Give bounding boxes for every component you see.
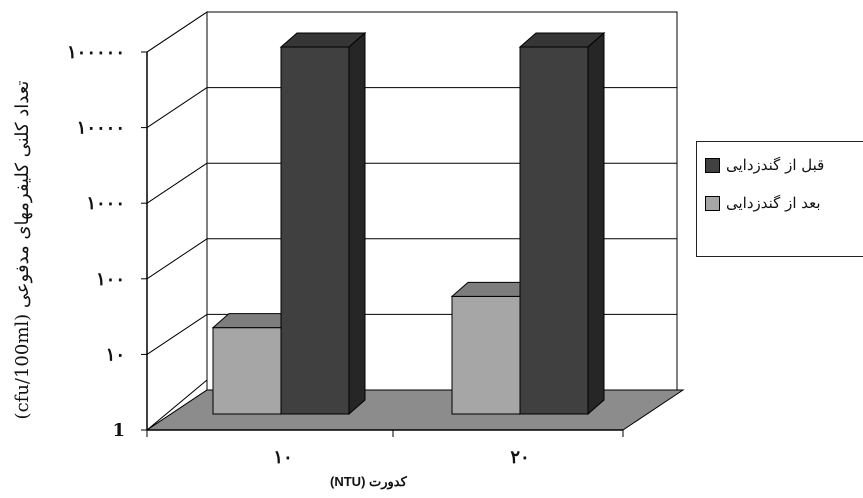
x-tick-label: ۲۰ [510, 447, 529, 468]
y-tick-label: ۱۰۰۰۰ [77, 118, 125, 139]
y-tick-label: ۱۰۰۰۰۰ [67, 42, 125, 63]
chart-bars [211, 31, 606, 416]
gridline-side [146, 87, 208, 129]
legend-item-before: قبل از گندزدایی [705, 156, 824, 174]
gridline-side [146, 11, 208, 53]
legend-label-after: بعد از گندزدایی [726, 194, 821, 212]
y-tick-label: ۱۰۰۰ [86, 193, 125, 214]
y-axis-label: تعداد کلنی کلیفرمهای مدفوعی (cfu/100ml) [12, 80, 33, 420]
side-wall [146, 11, 208, 432]
gridline-side [146, 238, 208, 280]
y-tick-label: ۱۰ [106, 344, 125, 365]
gridline-side [146, 162, 208, 204]
x-axis-label: کدورت (NTU) [330, 474, 407, 489]
y-tick-label: ۱۰۰ [96, 269, 125, 290]
bar-front [451, 295, 521, 415]
legend-label-before: قبل از گندزدایی [726, 156, 825, 174]
bar-side [587, 31, 605, 416]
x-tick-label: ۱۰ [273, 447, 292, 468]
bar-front [212, 327, 282, 415]
legend-swatch-before [705, 157, 720, 173]
gridline-side [146, 313, 208, 355]
legend-item-after: بعد از گندزدایی [705, 194, 821, 212]
legend: قبل از گندزدایی بعد از گندزدایی [696, 141, 863, 257]
bar-front [280, 46, 350, 415]
y-tick-label: 1 [112, 420, 125, 441]
legend-swatch-after [705, 195, 720, 211]
bar-front [519, 46, 589, 415]
chart-axes: 1 ۱۰ ۱۰۰ ۱۰۰۰ ۱۰۰۰۰ ۱۰۰۰۰۰ ۱۰ ۲۰ [67, 42, 624, 468]
bar-side [348, 31, 366, 416]
